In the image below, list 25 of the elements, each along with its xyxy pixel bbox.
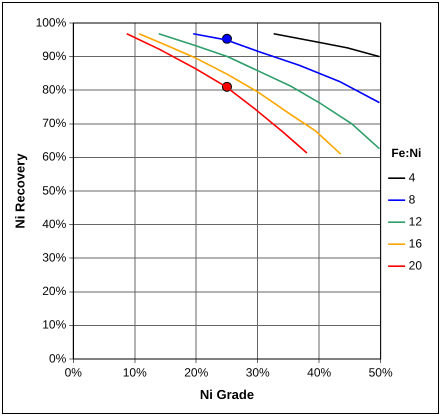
y-tick-label: 40% [42, 216, 67, 231]
y-tick-label: 60% [42, 150, 67, 164]
legend-title: Fe:Ni [391, 146, 422, 160]
legend-label: 12 [408, 214, 422, 229]
y-tick-label: 50% [42, 183, 67, 198]
y-tick-label: 0% [48, 351, 67, 366]
y-tick-label: 20% [42, 284, 67, 298]
y-tick-label: 90% [42, 48, 67, 63]
legend-label: 16 [408, 236, 422, 251]
y-tick-label: 10% [42, 318, 67, 332]
x-tick-label: 40% [307, 366, 332, 380]
x-axis-title: Ni Grade [200, 386, 254, 402]
x-tick-label: 10% [122, 366, 148, 380]
legend-label: 20 [408, 258, 422, 273]
y-tick-label: 70% [42, 116, 67, 130]
x-tick-label: 50% [368, 366, 393, 380]
x-tick-label: 30% [246, 366, 270, 380]
y-tick-label: 80% [42, 82, 67, 97]
y-axis-title: Ni Recovery [12, 152, 28, 229]
y-tick-label: 30% [42, 250, 67, 265]
y-tick-label: 100% [36, 15, 67, 30]
legend-label: 4 [408, 170, 416, 185]
x-tick-label: 20% [184, 366, 209, 380]
x-tick-label: 0% [64, 366, 82, 380]
legend-label: 8 [408, 192, 416, 207]
